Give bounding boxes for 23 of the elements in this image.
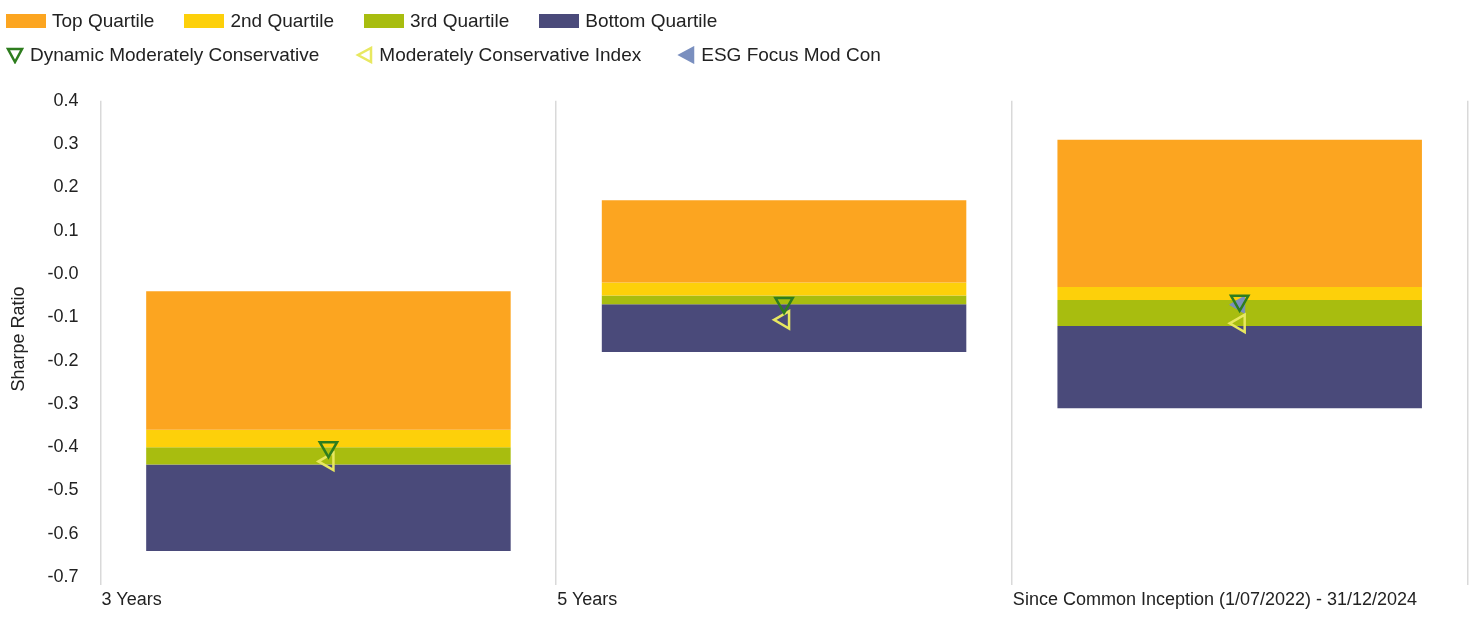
y-tick-label: -0.5 <box>47 479 79 500</box>
y-axis-title: Sharpe Ratio <box>7 286 28 392</box>
legend-label: Dynamic Moderately Conservative <box>30 44 320 66</box>
y-tick-label: -0.0 <box>47 262 79 283</box>
legend-label: Bottom Quartile <box>585 10 718 32</box>
y-tick-label: -0.1 <box>47 306 79 327</box>
legend-label: Top Quartile <box>52 10 155 32</box>
x-tick-label: Since Common Inception (1/07/2022) - 31/12/2024 <box>1012 588 1418 609</box>
legend-label: ESG Focus Mod Con <box>701 44 881 66</box>
x-tick-label: 5 Years <box>557 588 618 609</box>
y-tick-label: 0.1 <box>53 219 79 240</box>
legend-label: 2nd Quartile <box>230 10 334 32</box>
y-tick-label: -0.7 <box>47 565 79 586</box>
y-tick-label: -0.2 <box>47 349 79 370</box>
y-tick-label: 0.3 <box>53 133 79 154</box>
y-tick-label: -0.3 <box>47 392 79 413</box>
legend-label: 3rd Quartile <box>409 10 510 32</box>
y-tick-label: -0.6 <box>47 522 79 543</box>
x-tick-label: 3 Years <box>101 588 162 609</box>
y-tick-label: 0.2 <box>53 176 79 197</box>
legend-label: Moderately Conservative Index <box>379 44 642 66</box>
y-tick-label: -0.4 <box>47 436 79 457</box>
y-tick-label: 0.4 <box>53 89 79 110</box>
